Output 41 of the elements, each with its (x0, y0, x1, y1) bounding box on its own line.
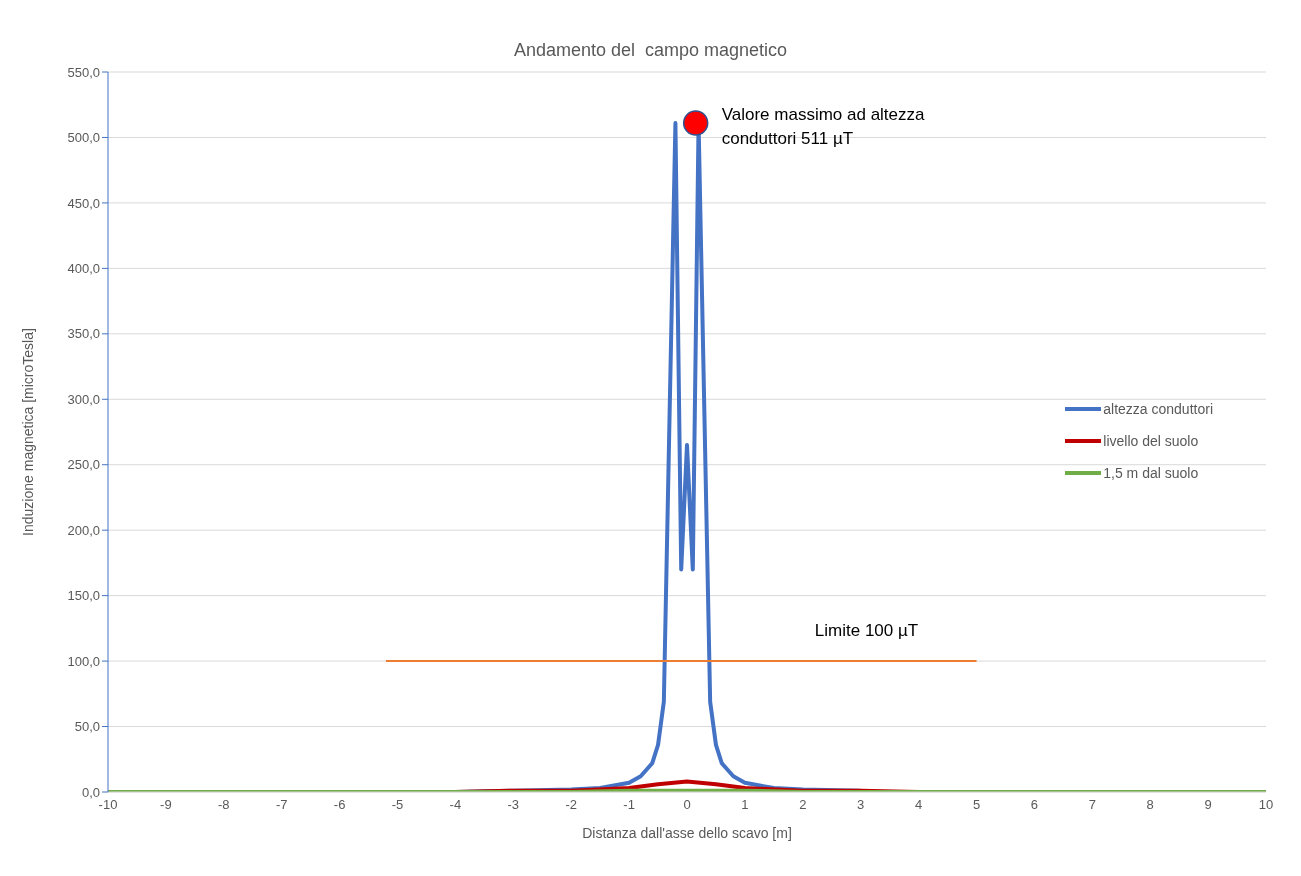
y-tick-label: 500,0 (67, 130, 100, 146)
x-tick-label: 6 (1030, 797, 1039, 813)
y-tick-label: 200,0 (67, 522, 100, 538)
x-tick-label: 9 (1204, 797, 1212, 813)
x-tick-label: -2 (565, 797, 577, 813)
legend-label: altezza conduttori (1103, 401, 1213, 417)
x-tick-label: 4 (914, 797, 923, 813)
y-axis-title: Induzione magnetica [microTesla] (19, 328, 36, 536)
x-tick-label: 2 (799, 797, 807, 813)
y-tick-label: 450,0 (67, 195, 100, 211)
x-tick-label: 1 (741, 797, 749, 813)
x-tick-label: 7 (1088, 797, 1096, 813)
x-tick-label: -3 (507, 797, 520, 813)
y-tick-label: 150,0 (67, 588, 100, 604)
y-tick-label: 0,0 (81, 784, 100, 800)
y-tick-label: 400,0 (67, 260, 100, 276)
x-tick-label: -5 (391, 797, 404, 813)
x-axis-title: Distanza dall'asse dello scavo [m] (582, 825, 792, 841)
annotation: Valore massimo ad altezza conduttori 511 µT (721, 104, 925, 151)
x-tick-label: -8 (218, 797, 230, 813)
x-tick-label: 10 (1258, 797, 1274, 813)
x-tick-label: -10 (98, 797, 118, 813)
chart-title: Andamento del campo magnetico (512, 40, 789, 61)
y-tick-label: 350,0 (67, 326, 100, 342)
x-tick-label: 0 (683, 797, 691, 813)
y-tick-label: 50,0 (74, 719, 100, 735)
annotation: Limite 100 µT (814, 620, 919, 643)
y-tick-label: 550,0 (67, 64, 100, 80)
x-tick-label: -7 (275, 797, 288, 813)
x-tick-label: -1 (623, 797, 635, 813)
x-tick-label: -6 (333, 797, 346, 813)
x-tick-label: 8 (1146, 797, 1154, 813)
x-tick-label: 5 (972, 797, 981, 813)
x-tick-label: -4 (449, 797, 462, 813)
y-tick-label: 100,0 (67, 653, 100, 669)
legend-label: 1,5 m dal suolo (1103, 465, 1199, 481)
legend-label: livello del suolo (1103, 433, 1199, 449)
y-tick-label: 300,0 (67, 391, 100, 407)
y-tick-label: 250,0 (67, 457, 100, 473)
x-tick-label: 3 (857, 797, 865, 813)
x-tick-label: -9 (160, 797, 172, 813)
